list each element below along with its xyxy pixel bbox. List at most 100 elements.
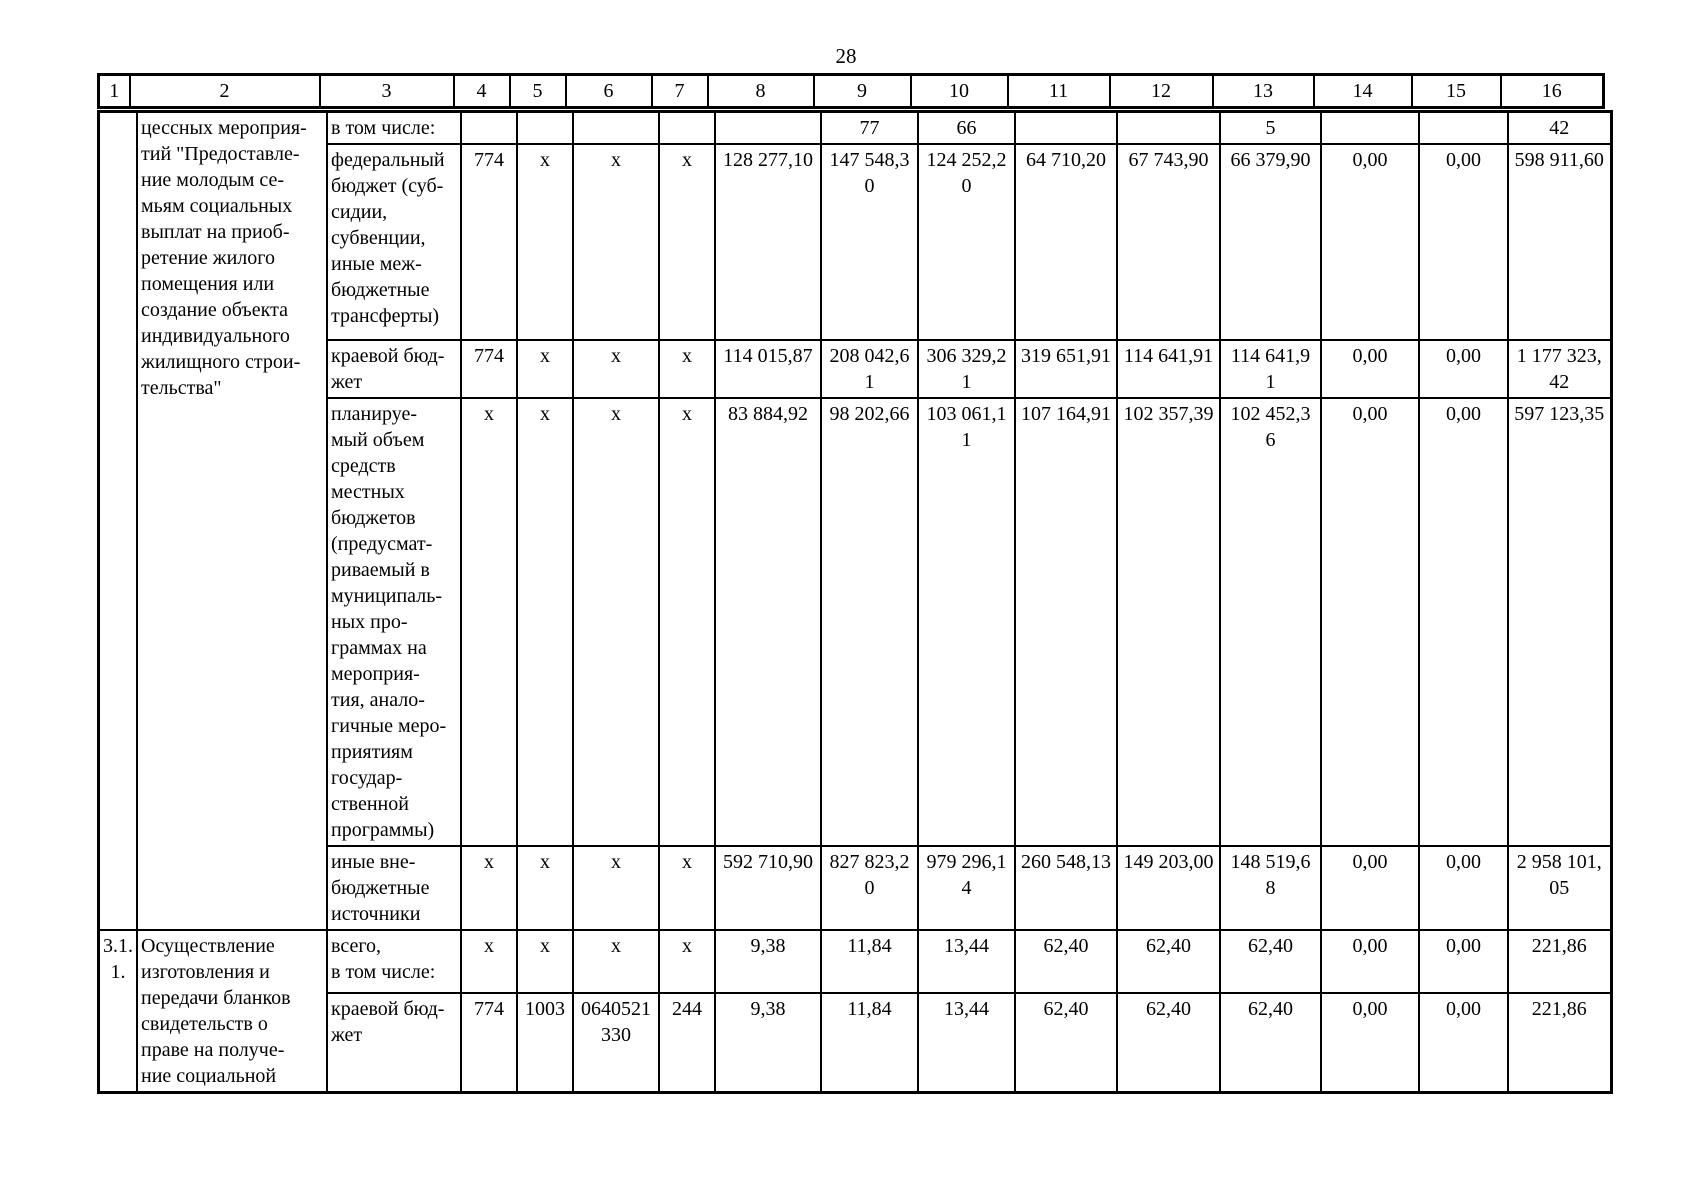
value-cell bbox=[1320, 110, 1420, 145]
value-cell: 1 177 323, 42 bbox=[1507, 339, 1612, 399]
value-cell: 306 329,2 1 bbox=[917, 339, 1016, 399]
value-cell: х bbox=[658, 339, 716, 399]
value-cell: 9,38 bbox=[714, 991, 822, 1094]
value-cell: 774 bbox=[460, 339, 518, 399]
value-cell: 0,00 bbox=[1320, 397, 1420, 847]
value-cell: 114 641,91 bbox=[1116, 339, 1221, 399]
value-cell: 0,00 bbox=[1418, 397, 1509, 847]
col-header-2: 2 bbox=[128, 73, 321, 109]
funding-source-cell: в том числе: bbox=[326, 110, 462, 145]
value-cell: 149 203,00 bbox=[1116, 845, 1221, 931]
col-header-16: 16 bbox=[1499, 73, 1605, 109]
value-cell: х bbox=[460, 397, 518, 847]
value-cell: х bbox=[658, 845, 716, 931]
col-header-6: 6 bbox=[564, 73, 653, 109]
value-cell: 147 548,3 0 bbox=[820, 143, 919, 341]
value-cell: х bbox=[572, 339, 660, 399]
value-cell: 98 202,66 bbox=[820, 397, 919, 847]
col-header-1: 1 bbox=[97, 73, 131, 109]
value-cell: 107 164,91 bbox=[1014, 397, 1118, 847]
value-cell: х bbox=[572, 845, 660, 931]
value-cell bbox=[1014, 110, 1118, 145]
col-header-8: 8 bbox=[706, 73, 815, 109]
value-cell: 0640521 330 bbox=[572, 991, 660, 1094]
value-cell: х bbox=[516, 845, 574, 931]
value-cell: 66 bbox=[917, 110, 1016, 145]
value-cell: 221,86 bbox=[1507, 929, 1612, 994]
col-header-11: 11 bbox=[1006, 73, 1111, 109]
col-header-7: 7 bbox=[650, 73, 709, 109]
value-cell: 64 710,20 bbox=[1014, 143, 1118, 341]
value-cell: 103 061,1 1 bbox=[917, 397, 1016, 847]
value-cell: 11,84 bbox=[820, 991, 919, 1094]
value-cell: 0,00 bbox=[1320, 845, 1420, 931]
value-cell: 114 641,9 1 bbox=[1219, 339, 1322, 399]
value-cell bbox=[572, 110, 660, 145]
value-cell: 62,40 bbox=[1219, 929, 1322, 994]
col-header-5: 5 bbox=[508, 73, 567, 109]
value-cell: 62,40 bbox=[1116, 991, 1221, 1094]
value-cell: 0,00 bbox=[1320, 339, 1420, 399]
col-header-4: 4 bbox=[452, 73, 511, 109]
value-cell: 1003 bbox=[516, 991, 574, 1094]
value-cell bbox=[1418, 110, 1509, 145]
value-cell: 208 042,6 1 bbox=[820, 339, 919, 399]
value-cell: 42 bbox=[1507, 110, 1612, 145]
value-cell: х bbox=[572, 397, 660, 847]
col-header-15: 15 bbox=[1410, 73, 1502, 109]
value-cell: 0,00 bbox=[1320, 991, 1420, 1094]
value-cell: х bbox=[572, 929, 660, 994]
funding-source-cell: краевой бюд- жет bbox=[326, 339, 462, 399]
value-cell: 0,00 bbox=[1418, 991, 1509, 1094]
table-row: краевой бюд- жет 774 1003 0640521 330 24… bbox=[99, 991, 1612, 1094]
table-row: краевой бюд- жет 774 х х х 114 015,87 20… bbox=[99, 339, 1612, 399]
value-cell: 0,00 bbox=[1418, 845, 1509, 931]
value-cell: 597 123,35 bbox=[1507, 397, 1612, 847]
value-cell: х bbox=[516, 397, 574, 847]
value-cell bbox=[460, 110, 518, 145]
value-cell: 598 911,60 bbox=[1507, 143, 1612, 341]
value-cell: х bbox=[516, 143, 574, 341]
value-cell: 9,38 bbox=[714, 929, 822, 994]
value-cell: 774 bbox=[460, 991, 518, 1094]
value-cell: 319 651,91 bbox=[1014, 339, 1118, 399]
table-row: федеральный бюджет (суб- сидии, субвенци… bbox=[99, 143, 1612, 341]
value-cell: 77 bbox=[820, 110, 919, 145]
value-cell: 13,44 bbox=[917, 929, 1016, 994]
funding-source-cell: планируе- мый объем средств местных бюдж… bbox=[326, 397, 462, 847]
funding-source-cell: федеральный бюджет (суб- сидии, субвенци… bbox=[326, 143, 462, 341]
value-cell: 83 884,92 bbox=[714, 397, 822, 847]
value-cell bbox=[516, 110, 574, 145]
col-header-14: 14 bbox=[1312, 73, 1413, 109]
value-cell: 102 357,39 bbox=[1116, 397, 1221, 847]
value-cell: 62,40 bbox=[1014, 991, 1118, 1094]
value-cell: 114 015,87 bbox=[714, 339, 822, 399]
funding-source-cell: краевой бюд- жет bbox=[326, 991, 462, 1094]
value-cell: 827 823,2 0 bbox=[820, 845, 919, 931]
value-cell: х bbox=[658, 143, 716, 341]
table-column-number-header: 1 2 3 4 5 6 7 8 9 10 11 12 13 14 15 16 bbox=[97, 73, 1605, 109]
budget-table-body: цессных мероприя- тий "Предоставле- ние … bbox=[97, 110, 1613, 1094]
value-cell: 0,00 bbox=[1418, 929, 1509, 994]
header-row: 1 2 3 4 5 6 7 8 9 10 11 12 13 14 15 16 bbox=[97, 73, 1605, 109]
value-cell bbox=[714, 110, 822, 145]
value-cell: 0,00 bbox=[1418, 339, 1509, 399]
value-cell: х bbox=[658, 397, 716, 847]
page-number: 28 bbox=[835, 44, 857, 68]
value-cell: 66 379,90 bbox=[1219, 143, 1322, 341]
value-cell: х bbox=[572, 143, 660, 341]
value-cell: 774 bbox=[460, 143, 518, 341]
funding-source-cell: всего, в том числе: bbox=[326, 929, 462, 994]
value-cell: х bbox=[460, 845, 518, 931]
value-cell: 13,44 bbox=[917, 991, 1016, 1094]
funding-source-cell: иные вне- бюджетные источники bbox=[326, 845, 462, 931]
measure-name-cell: Осуществление изготовления и передачи бл… bbox=[136, 929, 328, 1094]
col-header-3: 3 bbox=[318, 73, 455, 109]
value-cell: 0,00 bbox=[1320, 929, 1420, 994]
col-header-13: 13 bbox=[1211, 73, 1315, 109]
value-cell: 67 743,90 bbox=[1116, 143, 1221, 341]
value-cell: 244 bbox=[658, 991, 716, 1094]
value-cell: 0,00 bbox=[1418, 143, 1509, 341]
table-row: иные вне- бюджетные источники х х х х 59… bbox=[99, 845, 1612, 931]
